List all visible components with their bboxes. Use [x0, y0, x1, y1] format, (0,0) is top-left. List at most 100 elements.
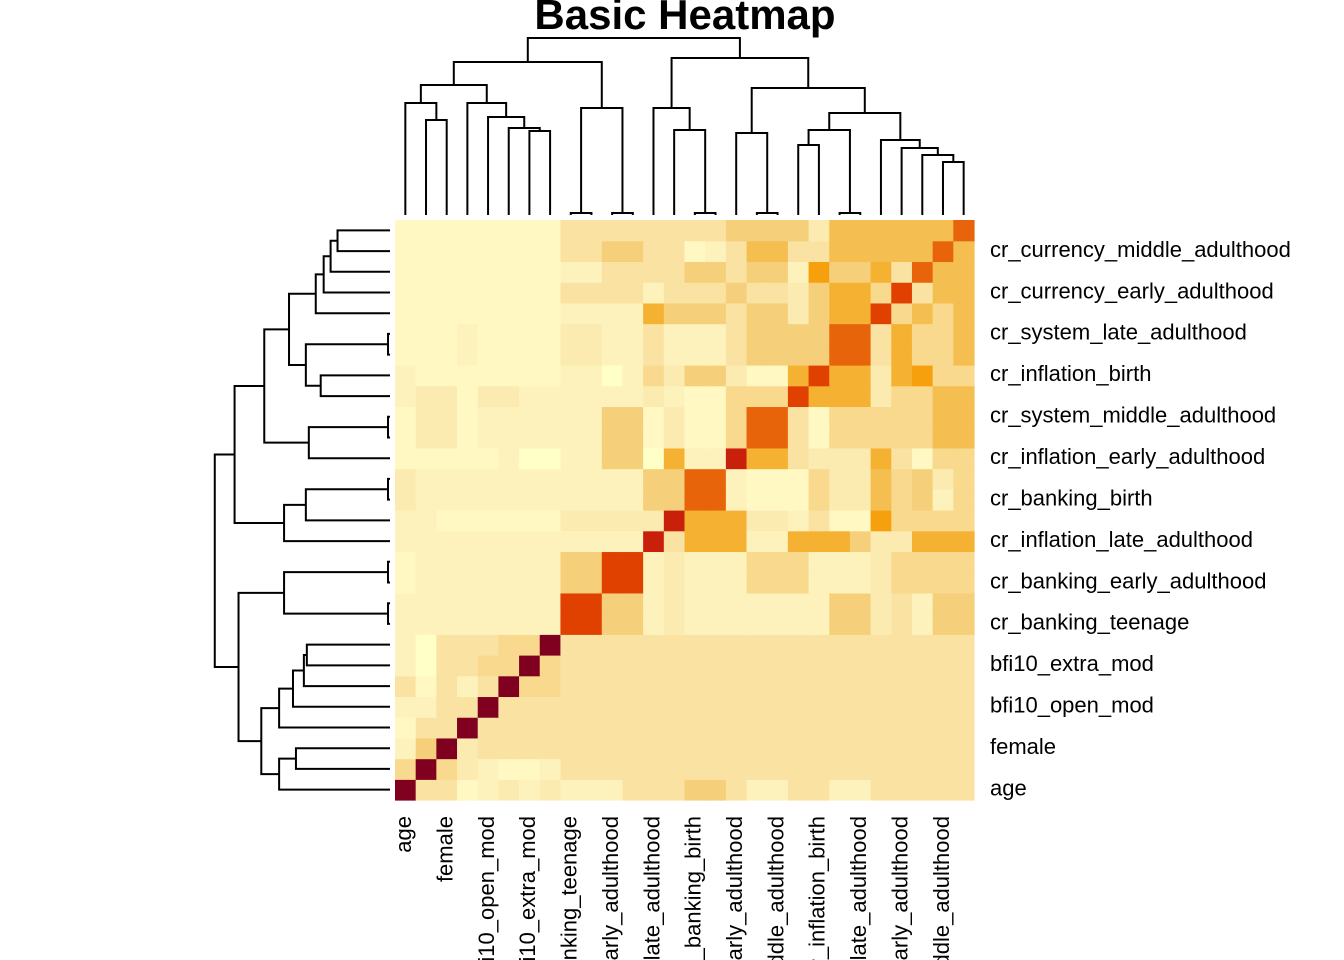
heatmap-cell	[746, 510, 768, 532]
heatmap-cell	[849, 634, 872, 656]
heatmap-cell	[870, 592, 892, 615]
heatmap-cell	[622, 468, 644, 490]
heatmap-cell	[932, 675, 954, 698]
heatmap-cell	[705, 737, 727, 760]
heatmap-cell	[746, 634, 768, 656]
heatmap-cell	[581, 510, 603, 532]
heatmap-cell	[767, 365, 789, 387]
heatmap-cell	[457, 592, 479, 615]
heatmap-cell	[787, 365, 810, 387]
heatmap-cell	[519, 427, 541, 449]
heatmap-cell	[560, 572, 582, 594]
heatmap-cell	[953, 634, 975, 656]
heatmap-cell	[891, 634, 913, 656]
heatmap-cell	[953, 530, 975, 553]
heatmap-cell	[953, 365, 975, 387]
heatmap-cell	[457, 696, 479, 718]
heatmap-cell	[581, 240, 603, 263]
heatmap-cell	[746, 675, 768, 698]
heatmap-cell	[891, 758, 913, 780]
heatmap-cell	[663, 592, 686, 615]
column-label: cr_inflation_late_adulthood	[639, 816, 664, 960]
heatmap-cell	[477, 261, 499, 283]
heatmap-cell	[498, 302, 520, 325]
heatmap-cell	[663, 675, 686, 698]
heatmap-cell	[415, 468, 437, 490]
heatmap-cell	[746, 323, 768, 345]
heatmap-cell	[829, 510, 851, 532]
heatmap-cell	[560, 675, 582, 698]
heatmap-cell	[643, 365, 665, 387]
heatmap-cell	[457, 510, 479, 532]
heatmap-cell	[622, 282, 644, 304]
heatmap-cell	[953, 240, 975, 263]
heatmap-cell	[477, 758, 499, 780]
heatmap-cell	[725, 282, 748, 304]
heatmap-cell	[539, 717, 562, 739]
heatmap-cell	[829, 302, 851, 325]
heatmap-cell	[767, 344, 789, 366]
heatmap-cell	[498, 613, 520, 635]
heatmap-cell	[436, 385, 458, 408]
heatmap-cell	[725, 344, 748, 366]
heatmap-cell	[705, 551, 727, 573]
heatmap-cell	[622, 696, 644, 718]
heatmap-cell	[436, 530, 458, 553]
heatmap-cell	[643, 302, 665, 325]
heatmap-cell	[849, 240, 872, 263]
heatmap-cell	[415, 365, 437, 387]
heatmap-cell	[891, 468, 913, 490]
heatmap-cell	[436, 489, 458, 511]
heatmap-cell	[705, 302, 727, 325]
heatmap-cell	[767, 510, 789, 532]
row-label: cr_banking_teenage	[990, 610, 1189, 635]
heatmap-cell	[808, 530, 830, 553]
heatmap-cell	[891, 655, 913, 677]
heatmap-cell	[519, 489, 541, 511]
heatmap-cell	[870, 220, 892, 242]
heatmap-cell	[663, 510, 686, 532]
heatmap-cell	[787, 572, 810, 594]
heatmap-cell	[457, 220, 479, 242]
heatmap-cell	[560, 447, 582, 470]
heatmap-cell	[663, 613, 686, 635]
heatmap-cell	[705, 385, 727, 408]
heatmap-cell	[911, 489, 934, 511]
heatmap-cell	[560, 489, 582, 511]
heatmap-cell	[911, 220, 934, 242]
heatmap-cell	[932, 489, 954, 511]
heatmap-cell	[787, 675, 810, 698]
heatmap-cell	[725, 758, 748, 780]
column-label: bfi10_extra_mod	[515, 816, 540, 960]
heatmap-cell	[870, 489, 892, 511]
heatmap-cell	[601, 468, 624, 490]
heatmap-cell	[601, 696, 624, 718]
heatmap-cell	[891, 385, 913, 408]
heatmap-cell	[932, 323, 954, 345]
heatmap-cell	[849, 282, 872, 304]
heatmap-cell	[808, 240, 830, 263]
heatmap-cell	[849, 489, 872, 511]
heatmap-cell	[891, 717, 913, 739]
heatmap-cell	[477, 240, 499, 263]
heatmap-cell	[911, 634, 934, 656]
heatmap-cell	[581, 696, 603, 718]
heatmap-cell	[436, 572, 458, 594]
heatmap-cell	[849, 530, 872, 553]
heatmap-cell	[829, 655, 851, 677]
heatmap-cell	[436, 717, 458, 739]
heatmap-cell	[581, 427, 603, 449]
heatmap-cell	[395, 365, 417, 387]
heatmap-cell	[705, 468, 727, 490]
heatmap-cell	[849, 779, 872, 801]
heatmap-cell	[953, 675, 975, 698]
heatmap-cell	[581, 489, 603, 511]
heatmap-cell	[684, 220, 706, 242]
heatmap-cell	[705, 779, 727, 801]
heatmap-cell	[746, 282, 768, 304]
heatmap-cell	[932, 385, 954, 408]
heatmap-cell	[746, 655, 768, 677]
row-label: bfi10_extra_mod	[990, 651, 1154, 676]
heatmap-cell	[415, 261, 437, 283]
heatmap-cell	[477, 779, 499, 801]
